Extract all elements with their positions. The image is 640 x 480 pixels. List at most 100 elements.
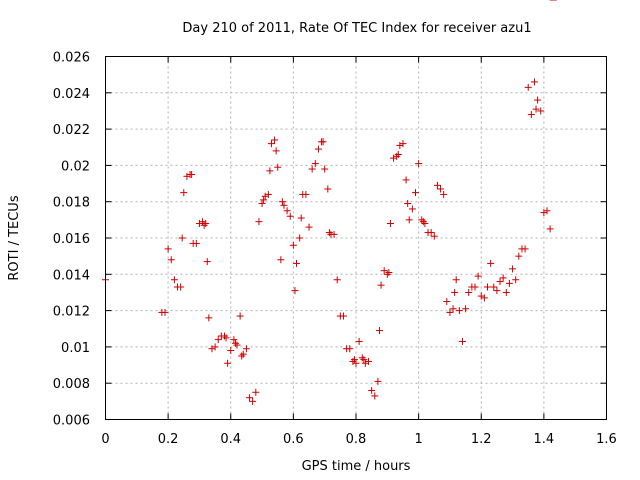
- y-tick-label: 0.01: [61, 341, 90, 356]
- data-point: [267, 140, 275, 148]
- data-point: [177, 283, 185, 291]
- x-tick-label: 0.2: [158, 432, 179, 447]
- data-point: [393, 152, 401, 160]
- data-point: [524, 83, 532, 91]
- data-point: [188, 170, 196, 178]
- data-point: [446, 308, 454, 316]
- data-point: [349, 357, 357, 365]
- data-point: [161, 308, 169, 316]
- data-point: [230, 336, 238, 344]
- x-tick-label: 1.2: [471, 432, 492, 447]
- data-point: [415, 160, 423, 168]
- data-point: [540, 209, 548, 217]
- data-point: [515, 252, 523, 260]
- x-axis-label: GPS time / hours: [302, 459, 411, 474]
- data-point: [308, 165, 316, 173]
- data-point: [505, 279, 513, 287]
- data-point: [509, 265, 517, 273]
- data-point: [530, 78, 538, 86]
- data-point: [443, 298, 451, 306]
- data-point: [433, 181, 441, 189]
- data-point: [258, 200, 266, 208]
- data-point: [178, 234, 186, 242]
- data-point: [266, 167, 274, 175]
- data-point: [202, 219, 210, 227]
- data-point: [274, 163, 282, 171]
- data-point: [339, 312, 347, 320]
- data-point: [449, 305, 457, 313]
- data-point: [430, 232, 438, 240]
- y-tick-labels: 0.006 0.008 0.01 0.012 0.014 0.016 0.018 0.02 0.…: [53, 51, 90, 429]
- data-point: [452, 276, 460, 284]
- x-tick-label: 0: [101, 432, 109, 447]
- data-point: [291, 287, 299, 295]
- data-point: [236, 312, 244, 320]
- data-point: [302, 190, 310, 198]
- data-point: [374, 377, 382, 385]
- y-tick-label: 0.012: [53, 305, 90, 320]
- data-point: [380, 267, 388, 275]
- data-point: [471, 283, 479, 291]
- data-point: [396, 141, 404, 149]
- data-point: [346, 345, 354, 353]
- plot-frame: [105, 56, 607, 420]
- data-point: [418, 216, 426, 224]
- data-point: [164, 245, 172, 253]
- data-point: [321, 165, 329, 173]
- data-point: [305, 223, 313, 231]
- data-point: [314, 145, 322, 153]
- data-point: [437, 185, 445, 193]
- data-points: [102, 0, 557, 405]
- data-point: [368, 386, 376, 394]
- data-point: [383, 270, 391, 278]
- data-point: [278, 198, 286, 206]
- data-point: [487, 259, 495, 267]
- data-point: [394, 151, 402, 159]
- data-point: [260, 196, 268, 204]
- data-point: [402, 176, 410, 184]
- data-point: [199, 218, 207, 226]
- data-point: [521, 245, 529, 253]
- data-point: [358, 354, 366, 362]
- data-point: [183, 172, 191, 180]
- data-point: [532, 105, 540, 113]
- x-tick-label: 1: [414, 432, 422, 447]
- data-point: [261, 192, 269, 200]
- data-point: [484, 283, 492, 291]
- data-point: [350, 356, 358, 364]
- data-point: [534, 96, 542, 104]
- data-point: [375, 327, 383, 335]
- data-point: [333, 276, 341, 284]
- data-point: [324, 185, 332, 193]
- data-point: [480, 294, 488, 302]
- data-point: [371, 392, 379, 400]
- y-tick-label: 0.022: [53, 123, 90, 138]
- data-point: [239, 350, 247, 358]
- data-point: [399, 140, 407, 148]
- data-point: [512, 276, 520, 284]
- data-point: [264, 190, 272, 198]
- data-point: [246, 394, 254, 402]
- y-tick-label: 0.006: [53, 414, 90, 429]
- data-point: [477, 292, 485, 300]
- data-point: [496, 278, 504, 286]
- data-point: [205, 314, 213, 322]
- grid-lines: [105, 56, 607, 420]
- data-point: [474, 272, 482, 280]
- data-point: [365, 357, 373, 365]
- data-point: [283, 207, 291, 215]
- data-point: [167, 256, 175, 264]
- data-point: [330, 230, 338, 238]
- data-point: [272, 147, 280, 155]
- data-point: [404, 200, 412, 208]
- data-point: [293, 259, 301, 267]
- data-point: [455, 307, 463, 315]
- data-point: [543, 207, 551, 215]
- x-tick-label: 1.6: [596, 432, 617, 447]
- data-point: [227, 347, 235, 355]
- data-point: [319, 138, 327, 146]
- data-point: [224, 359, 232, 367]
- data-point: [490, 283, 498, 291]
- data-point: [419, 218, 427, 226]
